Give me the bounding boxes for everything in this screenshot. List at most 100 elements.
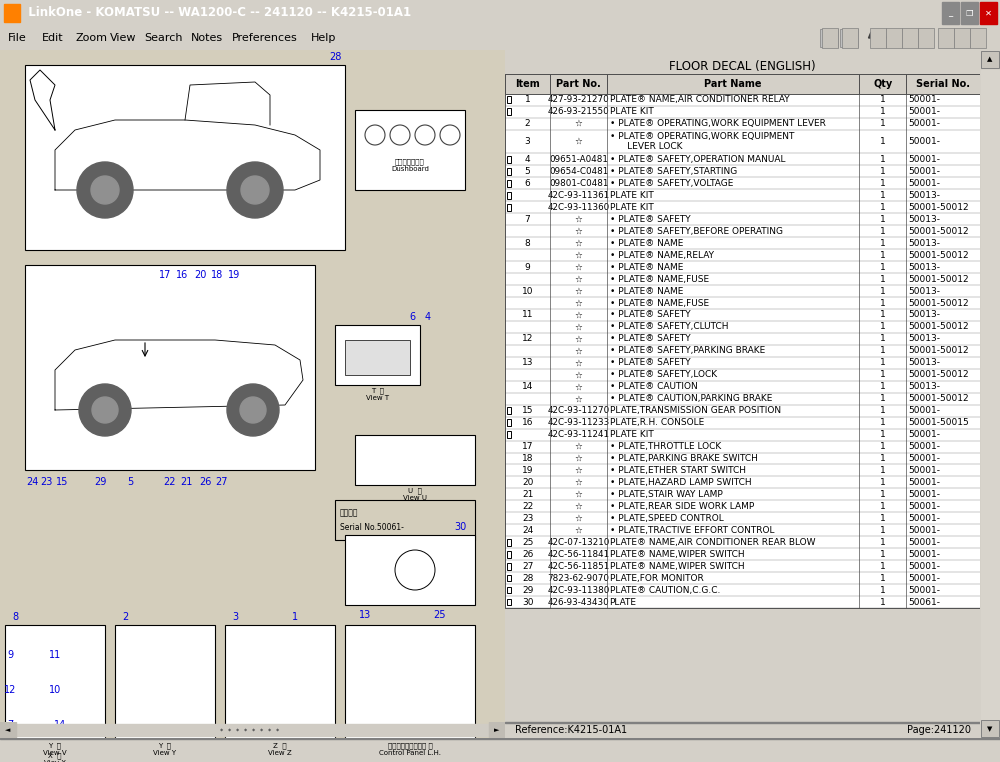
Bar [970, 28, 986, 48]
Text: 21: 21 [180, 477, 192, 487]
Bar [507, 168, 511, 174]
Text: 22: 22 [522, 502, 533, 511]
Text: • PLATE,REAR SIDE WORK LAMP: • PLATE,REAR SIDE WORK LAMP [610, 502, 754, 511]
Text: • PLATE® NAME,FUSE: • PLATE® NAME,FUSE [610, 274, 709, 283]
Text: 26: 26 [199, 477, 211, 487]
Text: 50001-50012: 50001-50012 [909, 274, 969, 283]
Text: 50001-: 50001- [909, 406, 941, 415]
Text: 1: 1 [880, 251, 886, 260]
Bar [0, 738, 1000, 739]
Text: 21: 21 [522, 490, 533, 499]
Text: 50001-: 50001- [909, 430, 941, 439]
Text: PLATE® CAUTION,C.G.C.: PLATE® CAUTION,C.G.C. [610, 585, 720, 594]
Bar [345, 340, 410, 375]
Bar [505, 73, 980, 94]
Bar [822, 28, 838, 48]
Bar [505, 213, 980, 226]
Bar [820, 29, 838, 47]
Text: • PLATE,PARKING BRAKE SWITCH: • PLATE,PARKING BRAKE SWITCH [610, 454, 757, 463]
Text: LEVER LOCK: LEVER LOCK [610, 142, 682, 152]
Text: 1: 1 [880, 263, 886, 271]
Circle shape [240, 397, 266, 423]
Bar [505, 309, 980, 321]
Text: 50001-: 50001- [909, 119, 941, 128]
Text: • PLATE,TRACTIVE EFFORT CONTROL: • PLATE,TRACTIVE EFFORT CONTROL [610, 526, 774, 535]
Bar [507, 587, 511, 594]
Bar [505, 476, 980, 488]
Bar [505, 392, 980, 405]
Text: 23: 23 [40, 477, 52, 487]
Text: ☆: ☆ [575, 227, 583, 235]
Text: 1: 1 [880, 310, 886, 319]
Text: 50001-: 50001- [909, 514, 941, 523]
Text: 4: 4 [425, 312, 431, 322]
Text: 10: 10 [49, 685, 61, 695]
Text: Page:241120: Page:241120 [906, 725, 970, 735]
Text: 18: 18 [211, 270, 223, 280]
Text: 1: 1 [880, 155, 886, 164]
Text: 1: 1 [880, 299, 886, 308]
Text: Serial No.: Serial No. [916, 78, 970, 88]
Bar [25, 265, 315, 470]
Bar [507, 408, 511, 414]
Text: 1: 1 [880, 215, 886, 224]
Text: Serial No.50061-: Serial No.50061- [340, 523, 404, 532]
Text: 09654-C0481: 09654-C0481 [549, 167, 608, 176]
Text: 3: 3 [525, 137, 530, 146]
Circle shape [91, 176, 119, 204]
Text: 2: 2 [525, 119, 530, 128]
Text: ◆: ◆ [252, 728, 256, 732]
Text: 17: 17 [159, 270, 171, 280]
Text: • PLATE® NAME: • PLATE® NAME [610, 263, 683, 271]
Bar [505, 572, 980, 584]
Text: ☆: ☆ [575, 490, 583, 499]
Bar [507, 192, 511, 199]
Text: コントロールパネル 左
Control Panel L.H.: コントロールパネル 左 Control Panel L.H. [379, 742, 441, 756]
Bar [489, 722, 505, 738]
Text: 14: 14 [54, 720, 66, 730]
Text: File: File [8, 33, 27, 43]
Bar [0, 724, 505, 736]
Text: Part Name: Part Name [704, 78, 762, 88]
Bar [507, 431, 511, 438]
Text: View: View [110, 33, 136, 43]
Text: 42C-07-13210: 42C-07-13210 [547, 538, 610, 547]
Text: ◆: ◆ [244, 728, 248, 732]
Text: 1: 1 [880, 478, 886, 487]
Text: • PLATE® OPERATING,WORK EQUIPMENT LEVER: • PLATE® OPERATING,WORK EQUIPMENT LEVER [610, 119, 825, 128]
Text: 28: 28 [329, 52, 341, 62]
Text: 1: 1 [880, 430, 886, 439]
Text: Item: Item [515, 78, 540, 88]
Text: • PLATE® OPERATING,WORK EQUIPMENT: • PLATE® OPERATING,WORK EQUIPMENT [610, 132, 794, 141]
Bar [886, 28, 902, 48]
Text: 1: 1 [880, 394, 886, 403]
Text: Search: Search [144, 33, 182, 43]
Text: 50001-: 50001- [909, 155, 941, 164]
Text: • PLATE® CAUTION,PARKING BRAKE: • PLATE® CAUTION,PARKING BRAKE [610, 394, 772, 403]
Text: 1: 1 [880, 490, 886, 499]
Bar [505, 321, 980, 333]
Text: 5: 5 [127, 477, 133, 487]
Text: 50001-50012: 50001-50012 [909, 299, 969, 308]
Bar [505, 405, 980, 417]
Text: 50061-: 50061- [909, 597, 941, 607]
Text: 1: 1 [880, 203, 886, 212]
Bar [938, 28, 954, 48]
Text: • PLATE,SPEED CONTROL: • PLATE,SPEED CONTROL [610, 514, 723, 523]
Circle shape [241, 176, 269, 204]
Bar [345, 625, 475, 740]
Text: ☆: ☆ [575, 442, 583, 451]
Text: 50001-50012: 50001-50012 [909, 322, 969, 331]
Bar [505, 381, 980, 392]
Bar [505, 440, 980, 453]
Bar [507, 539, 511, 546]
Text: 50013-: 50013- [909, 383, 941, 391]
Text: ◆: ◆ [260, 728, 264, 732]
Text: 50013-: 50013- [909, 310, 941, 319]
Text: 19: 19 [522, 466, 533, 475]
Text: 7823-62-9070: 7823-62-9070 [548, 574, 610, 583]
Bar [505, 536, 980, 548]
Text: 42C-56-11851: 42C-56-11851 [548, 562, 610, 571]
Text: PLATE® NAME,WIPER SWITCH: PLATE® NAME,WIPER SWITCH [610, 562, 744, 571]
Text: 13: 13 [359, 610, 371, 620]
